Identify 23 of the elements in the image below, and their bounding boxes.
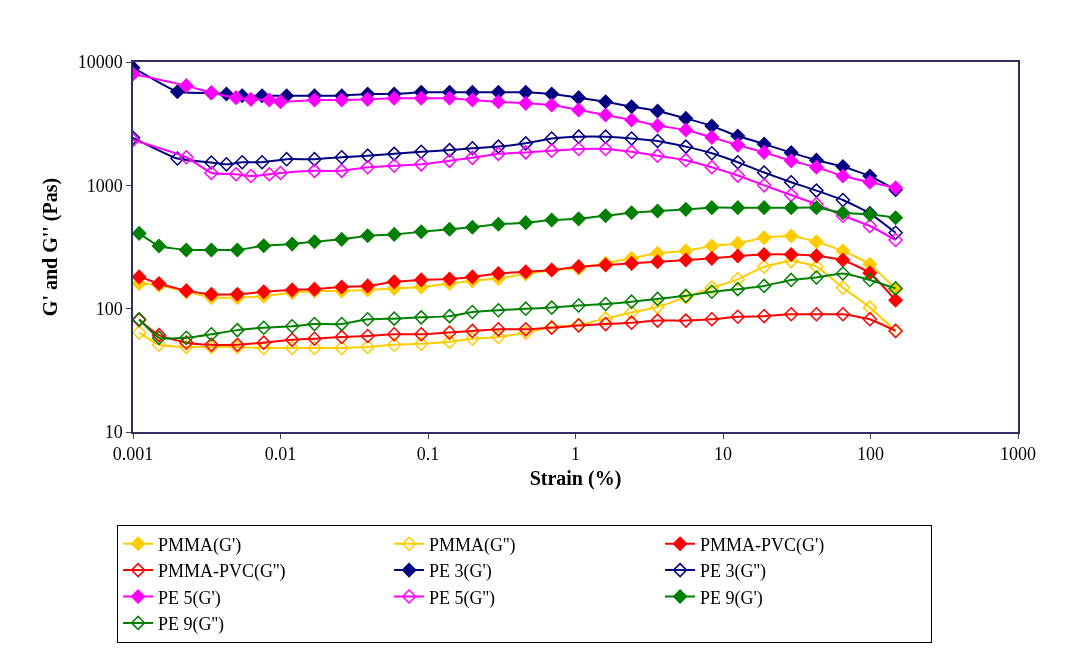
legend-label: PMMA(G'')	[429, 534, 516, 556]
y-tick-label: 10	[104, 422, 123, 443]
x-tick-label: 1	[571, 444, 580, 465]
x-tick-label: 100	[857, 444, 884, 465]
legend-label: PE 5(G'')	[429, 587, 496, 609]
x-tick-label: 0.01	[264, 444, 297, 465]
y-tick-label: 100	[95, 298, 123, 319]
x-tick-label: 0.001	[112, 444, 154, 465]
legend-label: PE 3(G'')	[700, 561, 767, 583]
legend-label: PE 9(G'')	[158, 613, 225, 635]
x-tick-label: 1000	[1000, 444, 1036, 465]
legend-label: PE 3(G')	[429, 561, 492, 583]
legend-label: PE 9(G')	[700, 587, 763, 609]
y-tick-label: 10000	[77, 52, 123, 73]
x-tick-label: 0.1	[416, 444, 440, 465]
legend-label: PE 5(G')	[158, 587, 221, 609]
x-tick-label: 10	[714, 444, 732, 465]
legend-label: PMMA(G')	[158, 534, 242, 556]
x-axis-title: Strain (%)	[529, 467, 622, 491]
legend-label: PMMA-PVC(G'')	[158, 561, 286, 583]
legend-label: PMMA-PVC(G')	[700, 534, 825, 556]
y-tick-label: 1000	[86, 175, 123, 196]
y-axis-title: G' and G'' (Pas)	[38, 177, 62, 317]
